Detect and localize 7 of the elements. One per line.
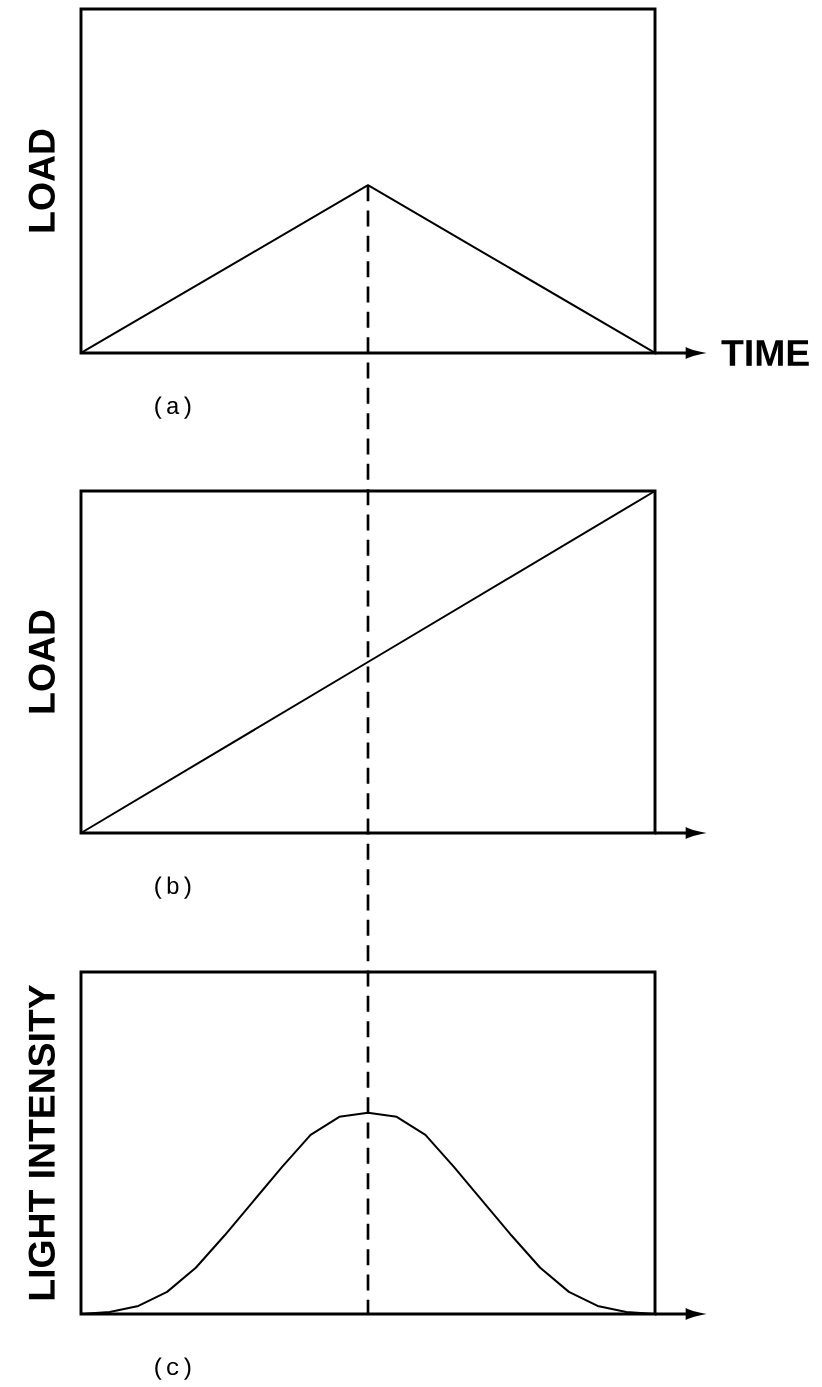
text: (c) bbox=[155, 1357, 191, 1380]
text: (a) bbox=[155, 396, 191, 419]
x-axis-title: TIME bbox=[721, 340, 809, 366]
y-axis-title: LOAD bbox=[28, 129, 55, 232]
text: (b) bbox=[155, 876, 191, 899]
y-axis-title: LOAD bbox=[28, 610, 55, 713]
y-axis-title: LIGHT INTENSITY bbox=[28, 984, 55, 1300]
